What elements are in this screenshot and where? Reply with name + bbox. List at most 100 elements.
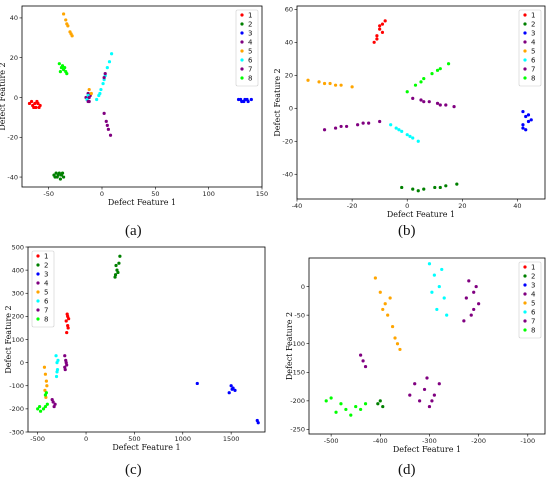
y-axis-label: Defect Feature 2 — [0, 62, 7, 130]
data-point-series-4 — [102, 111, 106, 116]
data-point-series-8 — [60, 64, 65, 68]
legend-label-3: 3 — [44, 271, 48, 279]
data-point-series-7 — [367, 121, 371, 125]
legend-label-7: 7 — [248, 66, 252, 74]
data-point-series-1 — [33, 101, 37, 106]
legend-box — [235, 9, 259, 87]
data-point-series-5 — [317, 80, 321, 84]
data-point-series-8 — [422, 76, 426, 81]
plot-frame — [296, 5, 546, 200]
data-point-series-1 — [37, 105, 41, 110]
data-point-series-8 — [438, 67, 442, 71]
data-point-series-2 — [422, 187, 426, 191]
x-axis-label: Defect Feature 1 — [393, 445, 461, 454]
data-point-series-6 — [54, 354, 58, 358]
data-point-series-5 — [64, 18, 68, 22]
data-point-series-5 — [378, 290, 382, 294]
y-tick-label: -40 — [7, 173, 18, 181]
data-point-series-3 — [249, 97, 253, 102]
legend-marker-5 — [523, 49, 527, 53]
data-point-series-3 — [239, 97, 243, 102]
y-tick-label: -40 — [282, 171, 293, 179]
legend-marker-6 — [36, 299, 40, 303]
legend-marker-5 — [36, 290, 40, 294]
data-point-series-4 — [106, 127, 110, 131]
data-point-series-3 — [230, 387, 234, 391]
legend-label-3: 3 — [531, 30, 535, 38]
y-tick-label: 200 — [12, 313, 24, 321]
data-point-series-8 — [324, 399, 328, 403]
data-point-series-1 — [65, 330, 69, 335]
legend-label-1: 1 — [44, 253, 48, 261]
data-point-series-7 — [474, 284, 478, 289]
data-point-series-5 — [44, 379, 48, 383]
data-point-series-2 — [114, 263, 118, 268]
data-point-series-3 — [227, 391, 231, 395]
data-point-series-8 — [58, 70, 63, 74]
data-point-series-4 — [418, 399, 422, 403]
data-point-series-5 — [381, 307, 385, 312]
data-point-series-5 — [43, 372, 48, 376]
data-point-series-4 — [413, 382, 417, 386]
data-point-series-2 — [118, 254, 122, 258]
y-tick-label: -200 — [290, 397, 305, 405]
data-point-series-4 — [452, 105, 456, 109]
legend-marker-7 — [523, 319, 527, 323]
legend-label-5: 5 — [44, 289, 48, 297]
y-tick-label: 100 — [12, 336, 24, 344]
data-point-series-7 — [322, 128, 327, 132]
legend-label-8: 8 — [531, 75, 535, 83]
legend-label-3: 3 — [531, 282, 535, 290]
legend-marker-7 — [36, 308, 40, 312]
data-point-series-8 — [435, 68, 440, 72]
legend-label-2: 2 — [44, 262, 48, 270]
data-point-series-8 — [419, 80, 423, 84]
data-point-series-6 — [101, 81, 105, 86]
data-point-series-4 — [359, 353, 363, 357]
legend-label-4: 4 — [531, 39, 536, 47]
y-tick-label: 500 — [12, 243, 24, 251]
data-point-series-5 — [350, 85, 354, 89]
data-point-series-6 — [408, 134, 412, 138]
data-point-series-3 — [521, 123, 525, 127]
data-point-series-7 — [472, 307, 476, 312]
data-point-series-6 — [105, 66, 109, 70]
data-point-series-5 — [333, 83, 338, 87]
x-tick-label: 0 — [405, 202, 409, 210]
data-point-series-7 — [472, 290, 476, 294]
data-point-series-4 — [438, 103, 442, 107]
data-point-series-2 — [416, 189, 420, 193]
legend-label-5: 5 — [531, 48, 535, 56]
panel-label-b: (b) — [398, 223, 416, 239]
data-point-series-6 — [55, 370, 59, 374]
legend-label-1: 1 — [531, 264, 535, 272]
data-point-series-7 — [467, 279, 471, 283]
legend-label-3: 3 — [248, 30, 252, 38]
y-tick-label: -200 — [9, 405, 24, 413]
data-point-series-6 — [394, 126, 398, 130]
panel-c: -500 0 500 1000 1500-300-200-100010020030040… — [4, 243, 266, 452]
data-point-series-8 — [334, 410, 338, 414]
data-point-series-3 — [526, 113, 531, 117]
legend-label-6: 6 — [531, 309, 536, 317]
data-point-series-1 — [32, 105, 36, 110]
data-point-series-2 — [53, 175, 57, 179]
panel-a: -50 0 50 100 150 -40 -20 0 20 40 Defect Feature 1 D… — [0, 5, 268, 207]
data-point-series-5 — [398, 347, 402, 352]
y-tick-label: -100 — [290, 340, 305, 348]
data-point-series-6 — [56, 358, 60, 362]
data-point-series-2 — [438, 185, 442, 190]
data-point-series-1 — [380, 30, 385, 34]
data-point-series-8 — [57, 62, 61, 66]
legend-label-1: 1 — [531, 12, 535, 20]
plot-frame — [21, 5, 263, 188]
legend-marker-4 — [523, 292, 527, 296]
data-point-series-5 — [322, 81, 327, 86]
panel-label-c: (c) — [125, 462, 142, 478]
legend-marker-2 — [523, 274, 527, 278]
data-point-series-6 — [54, 374, 59, 379]
y-tick-label: 0 — [301, 283, 305, 291]
legend-label-5: 5 — [248, 48, 252, 56]
data-point-series-7 — [356, 123, 360, 127]
data-point-series-6 — [430, 290, 434, 294]
